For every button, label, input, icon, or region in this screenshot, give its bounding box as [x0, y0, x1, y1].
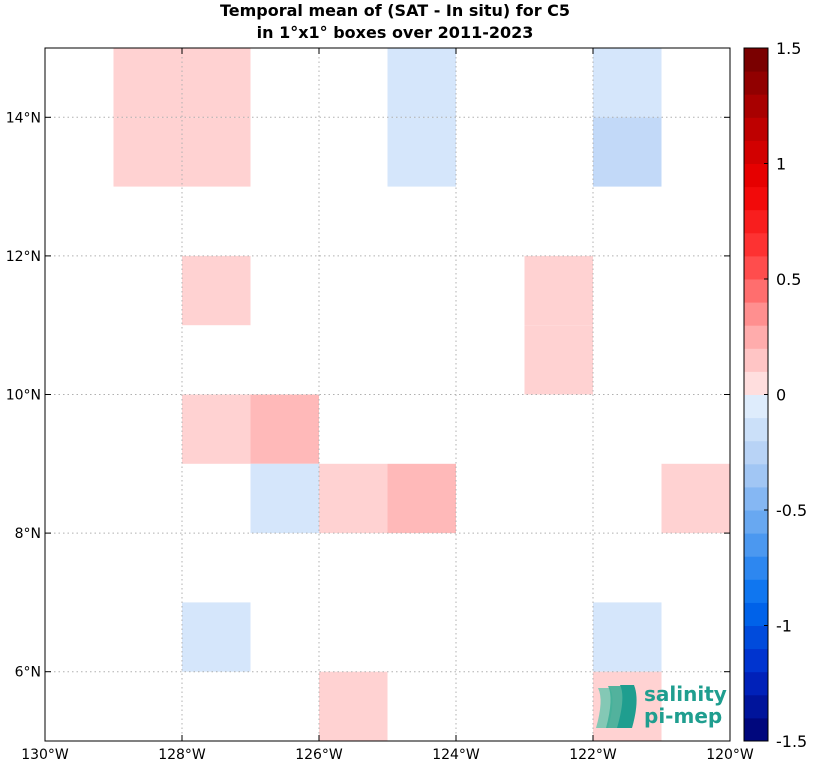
colorbar-tick-label: -1: [776, 617, 792, 636]
colorbar-segment: [744, 394, 768, 419]
colorbar-segment: [744, 579, 768, 603]
colorbar-tick-label: 0.5: [776, 270, 801, 289]
colorbar-segment: [744, 371, 768, 395]
heatmap-cell: [113, 117, 182, 187]
colorbar-segment: [744, 117, 768, 141]
colorbar-tick-label: -1.5: [776, 732, 807, 751]
y-tick-label: 14°N: [6, 110, 41, 126]
heatmap-cell: [524, 255, 593, 326]
colorbar-segment: [744, 209, 768, 234]
salinity-pimep-logo: salinity pi-mep: [596, 682, 727, 728]
heatmap-cell: [250, 463, 319, 534]
heatmap-cell: [182, 602, 251, 672]
logo-text-line-2: pi-mep: [644, 704, 722, 728]
heatmap-cell: [250, 394, 319, 464]
y-tick-label: 10°N: [6, 388, 41, 404]
chart-title-line-1: Temporal mean of (SAT - In situ) for C5: [220, 1, 570, 20]
colorbar-segment: [744, 717, 768, 742]
colorbar-segment: [744, 694, 768, 719]
colorbar-segment: [744, 302, 768, 326]
heatmap-cell: [182, 255, 251, 326]
axis-ticks: 130°W 128°W 126°W 124°W 122°W 120°W 6°N 8°N 10°N…: [6, 48, 754, 763]
y-tick-label: 8°N: [15, 526, 41, 542]
colorbar-segment: [744, 48, 768, 72]
colorbar: 1.5 1 0.5 0 -0.5 -1 -1.5: [743, 39, 807, 751]
logo-text-line-1: salinity: [644, 682, 727, 706]
colorbar-segment: [744, 163, 768, 188]
colorbar-segment: [744, 140, 768, 164]
heatmap-cell: [593, 602, 662, 672]
heatmap-cell: [593, 117, 662, 187]
colorbar-segment: [744, 486, 768, 511]
heatmap-cell: [113, 48, 182, 118]
colorbar-segment: [744, 94, 768, 118]
heatmap-cell: [387, 463, 456, 534]
x-tick-label: 128°W: [158, 747, 206, 763]
colorbar-segment: [744, 463, 768, 488]
x-tick-label: 130°W: [21, 747, 69, 763]
colorbar-segment: [744, 325, 768, 349]
colorbar-segment: [744, 71, 768, 95]
colorbar-segment: [744, 232, 768, 257]
colorbar-tick-label: -0.5: [776, 501, 807, 520]
colorbar-segment: [744, 556, 768, 580]
y-tick-label: 6°N: [15, 665, 41, 681]
colorbar-tick-label: 1: [776, 155, 786, 174]
heatmap-cells: [113, 48, 730, 741]
y-tick-label: 12°N: [6, 249, 41, 265]
heatmap-cell: [593, 48, 662, 118]
x-tick-label: 126°W: [295, 747, 343, 763]
heatmap-cell: [319, 671, 388, 741]
colorbar-segment: [744, 602, 768, 626]
x-tick-label: 122°W: [569, 747, 617, 763]
colorbar-segment: [744, 186, 768, 211]
colorbar-tick-label: 0: [776, 386, 786, 405]
colorbar-tick-label: 1.5: [776, 39, 801, 58]
plot-area: 130°W 128°W 126°W 124°W 122°W 120°W 6°N 8°N 10°N…: [6, 47, 754, 763]
grid-lines: [45, 48, 730, 741]
heatmap-cell: [661, 463, 730, 534]
heatmap-cell: [182, 394, 251, 464]
heatmap-cell: [182, 48, 251, 118]
colorbar-segment: [744, 279, 768, 303]
wave-logo-icon: [596, 685, 637, 728]
heatmap-cell: [387, 117, 456, 187]
colorbar-segment: [744, 648, 768, 673]
colorbar-segment: [744, 510, 768, 534]
colorbar-segment: [744, 348, 768, 372]
chart-title-line-2: in 1°x1° boxes over 2011-2023: [257, 23, 534, 42]
colorbar-segment: [744, 533, 768, 557]
colorbar-segment: [744, 625, 768, 650]
colorbar-segment: [744, 417, 768, 442]
heatmap-cell: [182, 117, 251, 187]
heatmap-cell: [524, 325, 593, 395]
heatmap-cell: [387, 48, 456, 118]
heatmap-cell: [319, 463, 388, 534]
colorbar-segment: [744, 255, 768, 280]
x-tick-label: 124°W: [432, 747, 480, 763]
colorbar-segment: [744, 671, 768, 696]
colorbar-segment: [744, 440, 768, 465]
x-tick-label: 120°W: [706, 747, 754, 763]
